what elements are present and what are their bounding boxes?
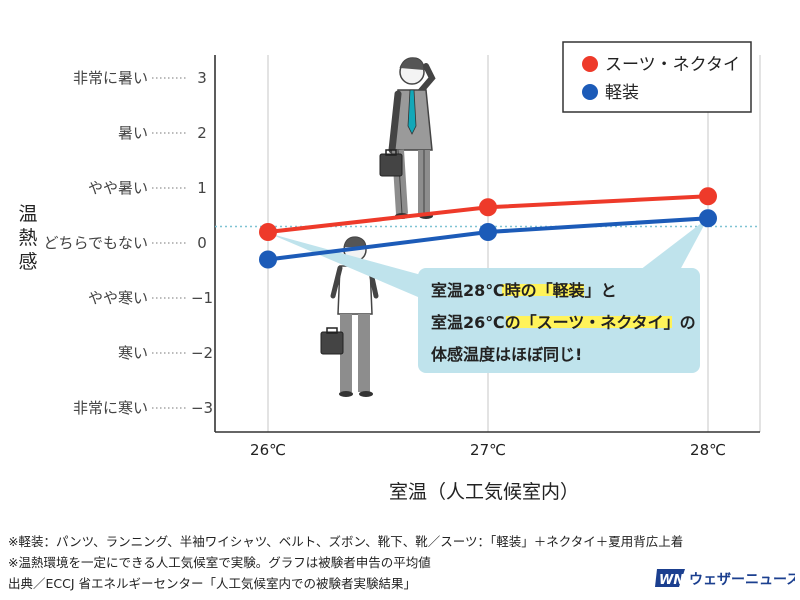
y-level-label: どちらでもない	[43, 234, 148, 252]
series-point-0	[259, 223, 277, 241]
callout-pointer	[268, 233, 425, 300]
callout-highlight	[506, 316, 672, 328]
x-tick-label: 26℃	[250, 441, 286, 459]
footnote-1: ※軽装：パンツ、ランニング、半袖ワイシャツ、ベルト、ズボン、靴下、靴／スーツ：「…	[8, 534, 684, 549]
legend: スーツ・ネクタイ 軽装	[562, 41, 752, 113]
footnote-3: 出典／ECCJ 省エネルギーセンター「人工気候室内での被験者実験結果」	[8, 576, 417, 591]
footnote-2: ※温熱環境を一定にできる人工気候室で実験。グラフは被験者申告の平均値	[8, 555, 431, 570]
y-tick-label: 3	[197, 69, 207, 87]
y-axis-title: 温熱感	[18, 203, 37, 273]
brand-logo: WN ウェザーニュース	[655, 565, 800, 591]
y-level-label: 寒い	[118, 344, 148, 362]
y-tick-label: 2	[197, 124, 207, 142]
suit-man-illustration	[379, 57, 436, 219]
y-tick-labels: 非常に暑い 3 暑い 2 やや暑い 1 どちらでもない 0 やや寒い −1 寒い −2 非常に寒い −3	[43, 69, 213, 417]
y-tick-label: −1	[191, 289, 213, 307]
series-point-1	[479, 223, 497, 241]
callout: 室温28℃時の「軽装」と 室温26℃の「スーツ・ネクタイ」の 体感温度はほぼ同じ…	[268, 218, 708, 373]
series-point-1	[699, 209, 717, 228]
series-point-1	[259, 250, 277, 269]
casual-man-illustration	[320, 236, 379, 397]
y-tick-label: 0	[197, 234, 207, 252]
y-level-label: やや暑い	[88, 179, 148, 197]
logo-mark-text: WN	[659, 573, 684, 588]
y-tick-label: −3	[191, 399, 213, 417]
series-point-0	[479, 198, 497, 217]
callout-line-1: 室温28℃時の「軽装」と	[431, 281, 617, 300]
x-tick-label: 27℃	[470, 441, 506, 459]
brand-name: ウェザーニュース	[689, 572, 795, 588]
y-axis-title-text: 温熱感	[18, 203, 37, 273]
legend-marker-casual	[582, 84, 598, 100]
callout-highlight	[502, 284, 584, 296]
y-tick-label: 1	[197, 179, 207, 197]
callout-line-2: 室温26℃の「スーツ・ネクタイ」の	[431, 313, 696, 332]
y-level-label: 暑い	[118, 124, 148, 142]
legend-label-casual: 軽装	[605, 83, 639, 103]
x-tick-labels: 26℃ 27℃ 28℃	[250, 441, 726, 459]
x-axis-title: 室温（人工気候室内）	[389, 481, 579, 503]
y-tick-label: −2	[191, 344, 213, 362]
legend-label-suit: スーツ・ネクタイ	[605, 55, 740, 75]
legend-marker-suit	[582, 56, 598, 72]
legend-box	[562, 41, 752, 113]
series-point-0	[699, 187, 717, 206]
y-level-label: やや寒い	[88, 289, 148, 307]
callout-line-3: 体感温度はほぼ同じ!	[431, 345, 582, 364]
y-level-label: 非常に寒い	[73, 399, 148, 417]
callout-pointer	[640, 218, 708, 270]
series-layer	[259, 187, 717, 269]
y-level-label: 非常に暑い	[73, 69, 148, 87]
x-tick-label: 28℃	[690, 441, 726, 459]
